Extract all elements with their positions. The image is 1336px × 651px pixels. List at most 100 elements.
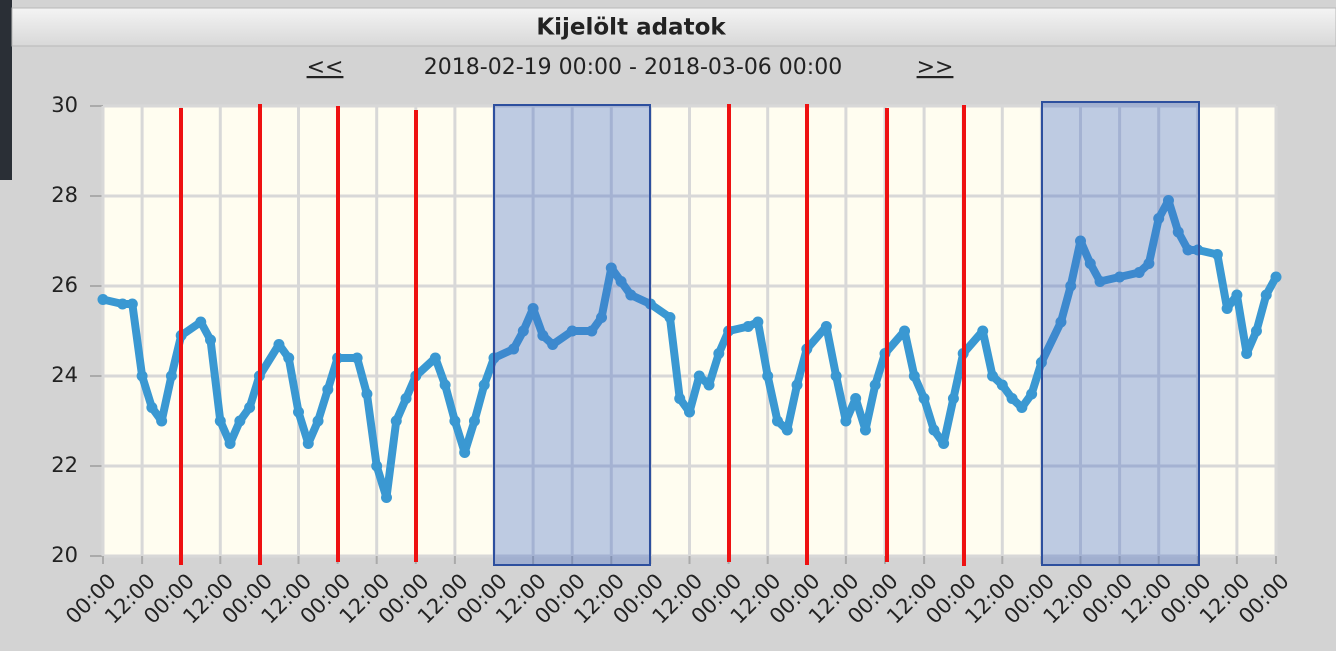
data-point (156, 415, 168, 427)
data-point (234, 415, 246, 427)
data-point (273, 339, 285, 350)
data-point (840, 415, 852, 427)
data-point (302, 438, 314, 449)
data-point (1211, 249, 1223, 260)
data-point (400, 393, 412, 404)
data-point (1260, 289, 1272, 301)
data-point (1065, 280, 1077, 292)
data-point (1133, 267, 1145, 278)
data-point (429, 352, 441, 364)
data-point (195, 316, 207, 328)
data-point (380, 492, 392, 503)
data-point (1094, 276, 1106, 287)
data-point (449, 415, 461, 427)
data-point (146, 402, 158, 413)
next-link[interactable]: >> (917, 55, 954, 80)
data-point (899, 325, 911, 337)
data-point (781, 424, 793, 436)
data-point (742, 321, 754, 332)
data-point (762, 370, 774, 382)
data-point (684, 406, 695, 418)
data-point (1055, 316, 1067, 328)
y-tick-label: 26 (51, 273, 78, 297)
date-range: 2018-02-19 00:00 - 2018-03-06 00:00 (424, 55, 842, 80)
data-point (361, 388, 373, 400)
data-point (459, 447, 471, 458)
data-point (566, 325, 578, 337)
data-point (517, 325, 529, 337)
data-point (830, 370, 842, 382)
data-point (615, 276, 627, 287)
y-tick-label: 20 (51, 543, 78, 567)
highlight-range (1041, 101, 1200, 566)
data-point (1192, 244, 1204, 256)
data-point (1084, 258, 1096, 269)
data-point (693, 370, 705, 382)
y-tick-label: 24 (51, 363, 78, 387)
header-bar (11, 7, 1336, 47)
data-point (664, 312, 676, 323)
data-point (136, 370, 148, 382)
data-point (244, 402, 256, 413)
data-point (1221, 303, 1233, 314)
data-point (938, 438, 950, 449)
data-point (1026, 388, 1038, 400)
data-point (586, 325, 598, 337)
data-point (478, 379, 490, 391)
data-point (322, 384, 334, 395)
data-point (1241, 348, 1253, 359)
data-point (928, 424, 940, 436)
data-point (918, 393, 930, 404)
data-point (214, 415, 226, 427)
y-tick-label: 30 (51, 93, 78, 117)
data-point (1114, 271, 1126, 283)
data-point (1250, 325, 1262, 337)
annotations (179, 101, 1200, 566)
data-point (1182, 244, 1194, 256)
data-point (1143, 258, 1155, 269)
data-point (371, 460, 383, 472)
data-point (1231, 289, 1243, 301)
data-point (752, 316, 764, 328)
data-point (224, 438, 236, 449)
data-point (771, 415, 783, 427)
data-point (293, 406, 304, 418)
data-point (97, 294, 109, 305)
data-point (312, 415, 324, 427)
data-point (1172, 226, 1184, 238)
data-point (947, 393, 959, 404)
data-point (527, 303, 539, 314)
data-point (703, 379, 715, 391)
data-point (625, 289, 637, 301)
data-point (126, 298, 138, 310)
data-point (1006, 393, 1018, 404)
data-point (439, 379, 451, 391)
data-point (508, 343, 520, 355)
data-point (1162, 195, 1174, 206)
data-point (674, 393, 686, 404)
data-point (390, 415, 402, 427)
data-point (165, 370, 177, 382)
data-point (713, 348, 725, 359)
y-tick-label: 22 (51, 453, 78, 477)
data-point (791, 379, 803, 391)
data-point (996, 379, 1008, 391)
data-point (596, 312, 608, 323)
data-point (1153, 213, 1165, 224)
data-point (859, 424, 871, 436)
data-point (1075, 235, 1086, 247)
data-point (117, 298, 129, 310)
chart-title: Kijelölt adatok (536, 15, 726, 41)
data-point (869, 379, 881, 391)
y-tick-label: 28 (51, 183, 78, 207)
data-point (977, 325, 989, 337)
data-point (205, 334, 217, 346)
prev-link[interactable]: << (307, 55, 344, 80)
data-point (468, 415, 480, 427)
data-point (283, 352, 295, 364)
data-point (987, 370, 999, 382)
data-point (351, 352, 363, 364)
highlight-range (493, 104, 651, 566)
data-point (1270, 271, 1282, 283)
